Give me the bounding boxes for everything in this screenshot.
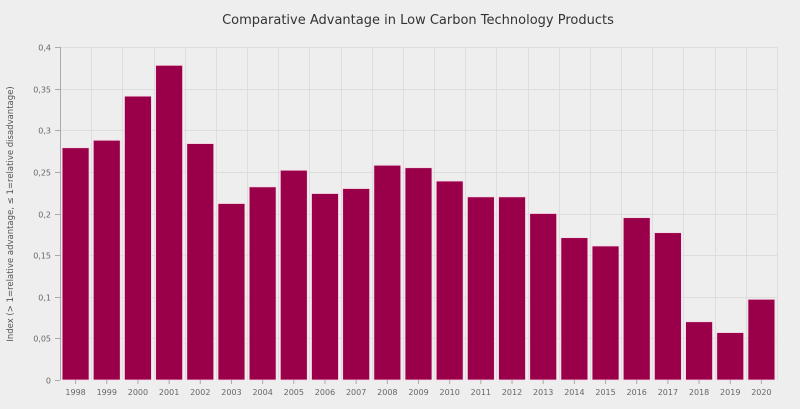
bar-2003[interactable] — [217, 203, 246, 381]
bar-2018[interactable] — [685, 321, 713, 381]
bar-2014[interactable] — [560, 237, 589, 381]
bar-2004[interactable] — [248, 186, 277, 381]
bar-2007[interactable] — [342, 188, 371, 381]
y-tick-label: 0,1 — [38, 294, 51, 303]
x-tick-label: 2000 — [128, 388, 148, 397]
bar-2008[interactable] — [373, 164, 402, 381]
x-tick-label: 2015 — [595, 388, 615, 397]
bar-2020[interactable] — [747, 298, 776, 381]
y-tick-label: 0,3 — [38, 127, 51, 136]
x-tick-label: 2011 — [471, 388, 491, 397]
x-tick-label: 2017 — [658, 388, 678, 397]
x-tick-label: 2007 — [346, 388, 366, 397]
bar-2019[interactable] — [716, 332, 745, 381]
bar-2010[interactable] — [435, 180, 464, 381]
x-tick-label: 2006 — [315, 388, 335, 397]
bar-2017[interactable] — [654, 232, 682, 381]
x-tick-label: 2012 — [502, 388, 522, 397]
y-tick-label: 0,15 — [33, 252, 51, 261]
y-tick-label: 0,4 — [38, 44, 51, 53]
y-tick-label: 0,25 — [33, 169, 51, 178]
x-tick-label: 2020 — [751, 388, 771, 397]
bar-1999[interactable] — [92, 139, 121, 381]
y-axis-ticks: 0 0,05 0,1 0,15 0,2 0,25 0,3 0,35 0,4 — [33, 44, 60, 386]
bar-2002[interactable] — [186, 143, 215, 381]
x-tick-label: 2019 — [720, 388, 740, 397]
x-tick-label: 1999 — [97, 388, 117, 397]
bar-2001[interactable] — [155, 64, 184, 381]
bar-2015[interactable] — [591, 245, 620, 381]
y-tick-label: 0,05 — [33, 335, 51, 344]
y-tick-label: 0,2 — [38, 211, 51, 220]
x-tick-label: 2018 — [689, 388, 709, 397]
bar-2011[interactable] — [466, 196, 495, 381]
x-tick-label: 2010 — [439, 388, 459, 397]
x-tick-label: 2005 — [284, 388, 304, 397]
x-tick-label: 1998 — [65, 388, 85, 397]
x-tick-label: 2009 — [408, 388, 428, 397]
x-tick-label: 2003 — [221, 388, 241, 397]
chart-title: Comparative Advantage in Low Carbon Tech… — [222, 13, 614, 28]
bar-2012[interactable] — [498, 196, 526, 381]
bar-2005[interactable] — [279, 169, 308, 381]
bars — [61, 64, 776, 381]
x-tick-label: 2004 — [252, 388, 272, 397]
y-axis-title: Index (> 1=relative advantage, ≤ 1=relat… — [6, 86, 16, 341]
y-tick-label: 0,35 — [33, 86, 51, 95]
y-tick-label: 0 — [46, 377, 51, 386]
bar-2016[interactable] — [622, 217, 651, 381]
x-tick-label: 2014 — [564, 388, 584, 397]
x-tick-label: 2001 — [159, 388, 179, 397]
bar-1998[interactable] — [61, 147, 90, 381]
bar-2009[interactable] — [404, 167, 433, 381]
vertical-gridlines — [91, 47, 778, 380]
bar-2000[interactable] — [124, 95, 152, 381]
x-tick-label: 2008 — [377, 388, 397, 397]
x-axis-ticks: 1998 1999 2000 2001 2002 2003 2004 2005 2006 2007… — [65, 380, 772, 397]
x-tick-label: 2002 — [190, 388, 210, 397]
x-tick-label: 2013 — [533, 388, 553, 397]
x-tick-label: 2016 — [627, 388, 647, 397]
bar-2006[interactable] — [311, 193, 339, 381]
bar-2013[interactable] — [529, 213, 558, 381]
